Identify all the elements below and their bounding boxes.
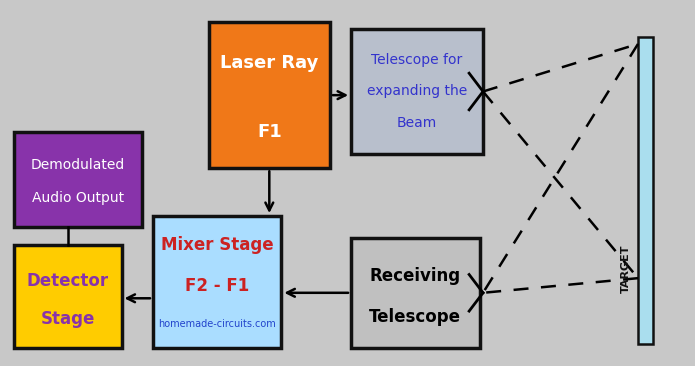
FancyBboxPatch shape — [351, 238, 480, 348]
Text: Demodulated: Demodulated — [31, 158, 125, 172]
FancyBboxPatch shape — [153, 216, 281, 348]
FancyBboxPatch shape — [14, 245, 122, 348]
Text: F2 - F1: F2 - F1 — [185, 277, 250, 295]
Text: homemade-circuits.com: homemade-circuits.com — [158, 319, 276, 329]
FancyBboxPatch shape — [208, 22, 330, 168]
Text: Laser Ray: Laser Ray — [220, 54, 318, 72]
FancyBboxPatch shape — [14, 132, 142, 227]
Text: Beam: Beam — [397, 116, 437, 130]
Text: F1: F1 — [257, 123, 281, 141]
Text: Telescope for: Telescope for — [371, 53, 463, 67]
FancyBboxPatch shape — [351, 29, 483, 154]
Text: Mixer Stage: Mixer Stage — [161, 236, 274, 254]
Text: Stage: Stage — [40, 310, 95, 328]
Text: Receiving: Receiving — [370, 267, 461, 285]
Text: Audio Output: Audio Output — [32, 191, 124, 205]
Text: expanding the: expanding the — [367, 85, 467, 98]
Text: TARGET: TARGET — [621, 244, 630, 293]
FancyBboxPatch shape — [638, 37, 653, 344]
Text: Detector: Detector — [26, 272, 109, 290]
Text: Telescope: Telescope — [369, 308, 461, 326]
